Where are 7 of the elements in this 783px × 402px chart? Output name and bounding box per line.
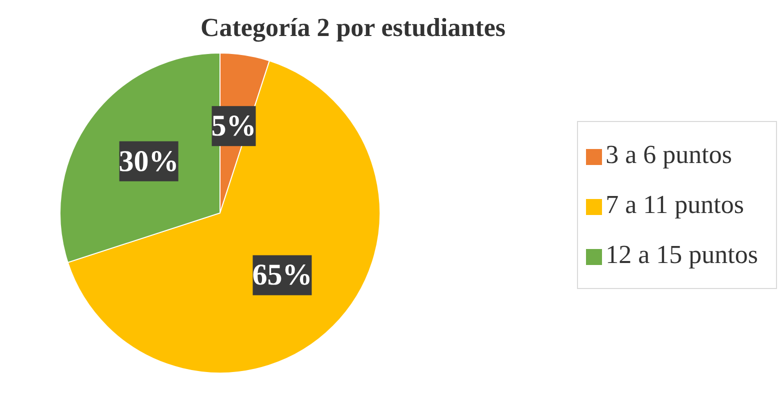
- legend-label: 7 a 11 puntos: [606, 190, 744, 219]
- data-label: 5%: [211, 110, 256, 143]
- legend-label: 3 a 6 puntos: [606, 140, 732, 169]
- legend-label: 12 a 15 puntos: [606, 240, 758, 269]
- chart-title: Categoría 2 por estudiantes: [200, 13, 506, 42]
- data-label: 30%: [118, 144, 179, 178]
- data-label: 65%: [252, 258, 312, 292]
